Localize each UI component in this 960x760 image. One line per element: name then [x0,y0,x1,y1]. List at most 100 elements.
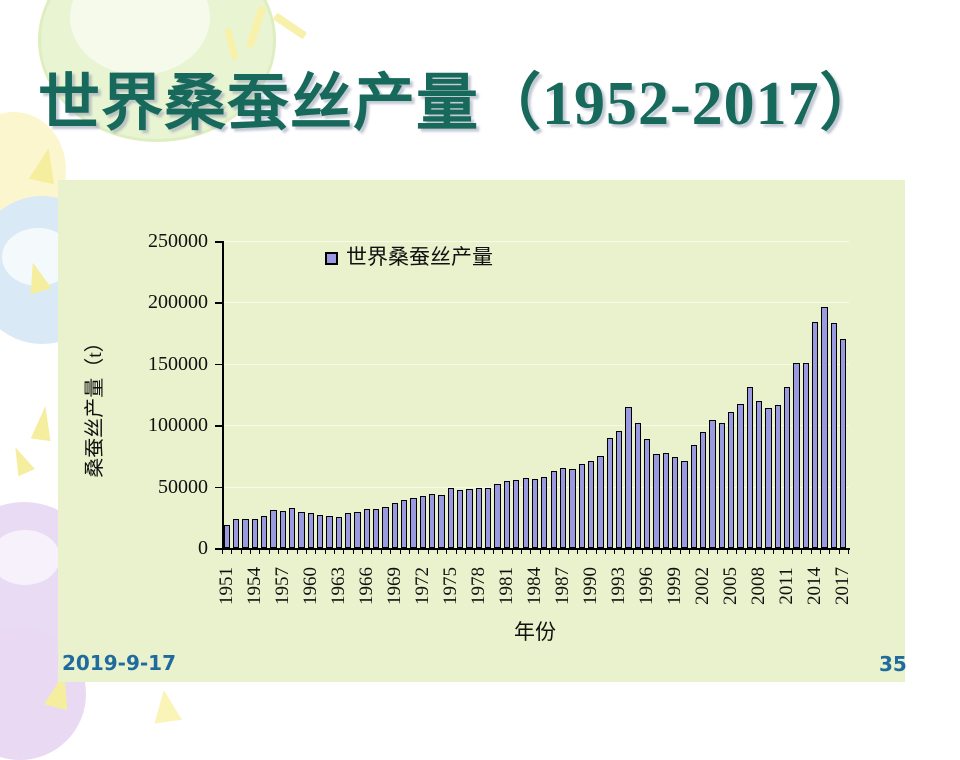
x-tick-label-1978: 1978 [467,567,489,605]
decoration-yellow-triangle [150,688,182,724]
bar-1993 [615,431,623,548]
x-tick [222,549,223,554]
x-tick [343,549,345,554]
y-axis-title: 桑蚕丝产量（t） [84,332,106,478]
x-tick [418,549,420,554]
x-tick [791,549,793,554]
bar-1954 [251,519,258,548]
x-tick [399,549,401,554]
x-tick [362,549,364,554]
bar-1963 [335,517,342,548]
x-tick [838,549,840,554]
x-tick [633,549,635,554]
bar-2011 [784,387,791,548]
x-tick [511,549,513,554]
x-tick-label-1957: 1957 [271,567,293,605]
y-tick-label-50000: 50000 [158,475,208,498]
x-tick [446,549,448,554]
bar-1951 [223,524,230,548]
x-tick [259,549,261,554]
bar-1970 [401,500,408,548]
x-tick-label-2008: 2008 [748,567,770,605]
x-tick-label-1954: 1954 [243,567,265,605]
x-tick [689,549,691,554]
x-tick [502,549,504,554]
bar-2016 [830,322,838,548]
bar-1999 [671,457,679,548]
legend-marker [325,252,338,265]
slide-title: 世界桑蚕丝产量（1952-2017） [38,70,883,138]
bar-1991 [597,455,604,548]
bar-1958 [288,508,296,548]
x-tick [801,549,803,554]
bar-1971 [410,498,417,548]
decoration-yellow-triangle [7,444,35,477]
bar-2004 [718,423,725,548]
x-tick [278,549,280,554]
x-tick [586,549,588,554]
x-tick [848,549,849,554]
y-tick-250000 [215,241,222,243]
y-tick-0 [215,548,222,550]
x-tick [773,549,775,554]
bar-1992 [606,438,613,548]
x-tick [231,549,233,554]
gridline-200000 [222,302,849,304]
x-tick-label-1972: 1972 [411,567,433,605]
y-tick-label-100000: 100000 [148,414,208,437]
x-tick-label-1996: 1996 [636,567,658,605]
x-tick-label-1975: 1975 [439,567,461,605]
bar-2012 [793,363,800,548]
bar-1983 [522,478,529,548]
y-tick-50000 [215,486,222,489]
x-tick-label-2014: 2014 [804,567,826,605]
bar-1974 [438,495,445,548]
bar-1981 [503,481,511,548]
x-tick [427,549,429,554]
x-tick-label-1969: 1969 [383,567,405,605]
bar-1967 [373,508,380,548]
bar-1952 [232,518,240,548]
bar-1980 [494,484,501,548]
x-tick [483,549,485,554]
bar-1976 [457,489,464,548]
bar-2002 [700,431,707,548]
x-tick-label-1963: 1963 [327,567,349,605]
x-tick-label-1990: 1990 [580,567,602,605]
legend-label: 世界桑蚕丝产量 [346,245,493,269]
x-tick [371,549,373,554]
gridline-150000 [222,363,849,365]
x-tick [726,549,728,554]
x-axis-line [222,548,850,550]
x-tick [380,549,382,554]
x-tick [577,549,579,554]
bar-2009 [765,408,772,548]
bar-2001 [690,445,697,548]
y-tick-label-250000: 250000 [148,230,208,252]
bar-1975 [447,488,455,548]
y-tick-label-150000: 150000 [148,352,208,375]
x-tick-label-2005: 2005 [720,567,742,605]
bar-1962 [326,516,333,548]
gridline-100000 [222,425,849,427]
bar-1997 [653,454,660,548]
bar-2003 [709,419,716,548]
x-tick-label-1984: 1984 [524,567,545,605]
x-tick [306,549,308,554]
x-tick [530,549,532,554]
bar-1984 [531,479,539,548]
bar-1995 [634,423,641,548]
x-tick [352,549,354,554]
page-number: 35 [879,652,907,676]
x-tick-label-1951: 1951 [215,567,237,605]
x-tick [390,549,392,554]
bar-2014 [812,322,819,548]
x-tick [250,549,252,554]
x-tick-label-1987: 1987 [552,567,574,605]
decoration-purple-balloon-highlight [0,530,60,585]
x-tick [324,549,326,554]
x-tick [819,549,821,554]
x-tick-label-2002: 2002 [692,567,714,605]
bar-1998 [662,453,669,548]
y-tick-label-0: 0 [198,537,208,559]
